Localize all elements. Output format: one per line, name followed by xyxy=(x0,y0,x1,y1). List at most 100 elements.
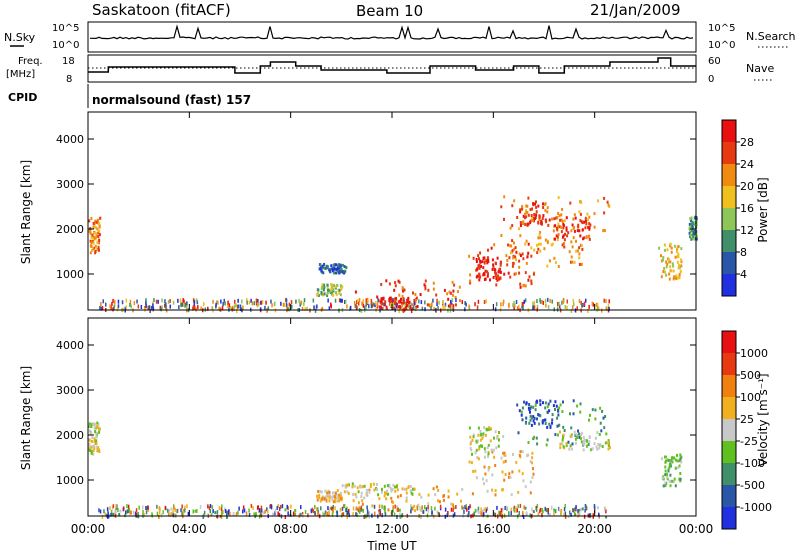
scatter-cell xyxy=(591,447,594,451)
scatter-cell xyxy=(581,247,584,251)
y-tick-label: 1000 xyxy=(56,268,84,281)
scatter-cell xyxy=(587,442,590,446)
scatter-cell xyxy=(420,514,422,519)
scatter-cell xyxy=(668,463,671,467)
scatter-cell xyxy=(494,270,496,274)
scatter-cell xyxy=(180,300,182,305)
scatter-cell xyxy=(147,505,149,510)
scatter-cell xyxy=(679,453,682,457)
scatter-cell xyxy=(413,504,416,508)
scatter-cell xyxy=(388,298,390,303)
scatter-cell xyxy=(584,508,586,513)
scatter-cell xyxy=(322,271,325,275)
scatter-cell xyxy=(145,506,147,510)
scatter-cell xyxy=(591,301,594,306)
scatter-cell xyxy=(561,300,563,305)
scatter-cell xyxy=(394,504,396,509)
scatter-cell xyxy=(96,247,99,251)
scatter-cell xyxy=(392,500,395,504)
scatter-cell xyxy=(556,238,559,241)
scatter-cell xyxy=(533,219,535,223)
scatter-cell xyxy=(341,298,343,303)
scatter-cell xyxy=(563,245,566,249)
scatter-cell xyxy=(208,506,211,511)
scatter-cell xyxy=(581,221,584,225)
scatter-cell xyxy=(436,302,438,307)
scatter-cell xyxy=(548,218,551,222)
scatter-cell xyxy=(546,425,549,429)
scatter-cell xyxy=(529,208,532,212)
scatter-cell xyxy=(530,246,533,250)
scatter-cell xyxy=(181,504,183,509)
scatter-cell xyxy=(332,264,335,268)
scatter-cell xyxy=(669,473,672,477)
scatter-cell xyxy=(557,232,560,236)
scatter-cell xyxy=(321,497,324,501)
scatter-cell xyxy=(386,489,389,493)
scatter-cell xyxy=(97,235,100,238)
scatter-cell xyxy=(413,487,416,491)
scatter-cell xyxy=(472,256,475,260)
scatter-cell xyxy=(542,419,545,422)
scatter-cell xyxy=(500,234,503,237)
scatter-cell xyxy=(280,301,282,306)
scatter-cell xyxy=(431,510,433,515)
scatter-cell xyxy=(601,445,604,448)
scatter-cell xyxy=(323,266,326,270)
scatter-cell xyxy=(547,297,549,302)
scatter-cell xyxy=(479,438,482,442)
scatter-cell xyxy=(570,229,573,233)
scatter-cell xyxy=(690,223,693,227)
scatter-cell xyxy=(364,305,366,310)
scatter-cell xyxy=(605,432,608,436)
scatter-cell xyxy=(664,465,667,469)
scatter-cell xyxy=(483,512,485,517)
scatter-cell xyxy=(416,505,418,510)
scatter-cell xyxy=(536,299,538,304)
scatter-cell xyxy=(556,235,559,239)
scatter-cell xyxy=(94,236,97,240)
scatter-cell xyxy=(347,492,350,495)
scatter-cell xyxy=(498,438,500,442)
scatter-cell xyxy=(539,507,542,512)
scatter-cell xyxy=(326,292,329,296)
scatter-cell xyxy=(368,511,371,516)
scatter-cell xyxy=(90,449,93,453)
scatter-cell xyxy=(337,288,340,292)
scatter-cell xyxy=(278,512,280,517)
scatter-cell xyxy=(180,508,182,513)
scatter-cell xyxy=(395,297,398,301)
scatter-cell xyxy=(172,510,174,515)
scatter-cell xyxy=(170,512,173,516)
scatter-cell xyxy=(505,254,508,258)
scatter-cell xyxy=(370,304,373,309)
scatter-cell xyxy=(345,299,347,304)
scatter-cell xyxy=(340,298,342,303)
scatter-cell xyxy=(383,494,386,498)
scatter-cell xyxy=(461,487,464,491)
scatter-cell xyxy=(443,494,445,498)
scatter-cell xyxy=(332,283,335,287)
scatter-cell xyxy=(316,291,319,295)
scatter-cell xyxy=(117,508,119,512)
scatter-cell xyxy=(95,220,98,224)
scatter-cell xyxy=(377,298,379,303)
scatter-cell xyxy=(511,204,514,208)
scatter-cell xyxy=(531,216,533,220)
scatter-cell xyxy=(574,434,577,438)
scatter-cell xyxy=(492,265,495,269)
scatter-cell xyxy=(317,511,319,516)
scatter-cell xyxy=(288,302,291,307)
scatter-cell xyxy=(301,306,304,311)
scatter-cell xyxy=(528,403,531,406)
scatter-cell xyxy=(284,508,287,512)
scatter-cell xyxy=(408,300,411,304)
scatter-cell xyxy=(478,266,481,270)
scatter-cell xyxy=(345,508,347,513)
scatter-cell xyxy=(608,306,610,311)
scatter-cell xyxy=(107,511,109,516)
scatter-cell xyxy=(92,423,95,427)
scatter-cell xyxy=(661,476,664,480)
scatter-cell xyxy=(215,304,217,309)
